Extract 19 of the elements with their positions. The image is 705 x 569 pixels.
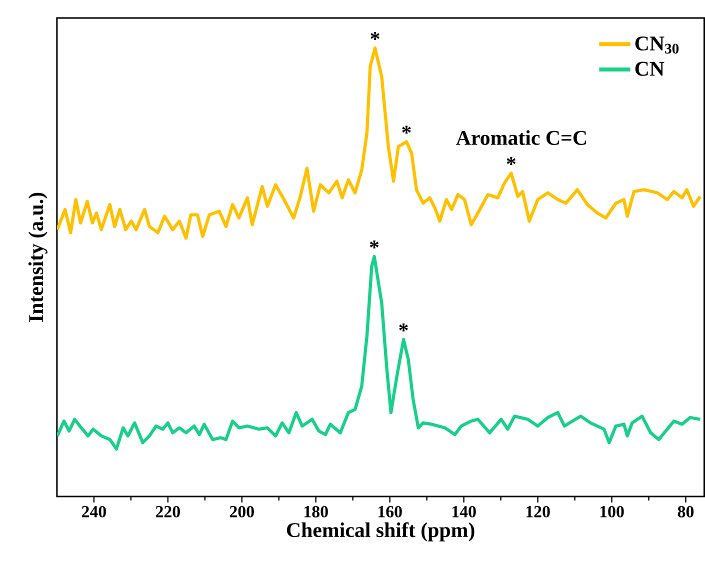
annotation: * xyxy=(399,323,408,332)
annotation: * xyxy=(370,32,380,40)
x-tick-label: 240 xyxy=(82,506,106,518)
x-tick-label: 140 xyxy=(452,506,476,518)
legend-label: CN$_{30}$ xyxy=(635,36,679,54)
x-tick-label: 200 xyxy=(230,506,254,518)
legend-label: CN xyxy=(635,62,664,76)
x-tick-label: 180 xyxy=(304,506,328,518)
x-tick-label: 80 xyxy=(678,506,694,518)
annotation: * xyxy=(402,126,411,134)
x-tick-label: 220 xyxy=(156,506,180,518)
y-axis-title: Intensity (a.u.) xyxy=(28,192,48,322)
annotation: * xyxy=(506,156,516,165)
annotation: * xyxy=(370,240,379,248)
x-tick-label: 100 xyxy=(600,506,624,518)
annotation: Aromatic C=C xyxy=(456,130,586,145)
x-tick-label: 120 xyxy=(526,506,550,518)
x-tick-label: 160 xyxy=(378,506,402,518)
x-axis-title: Chemical shift (ppm) xyxy=(286,522,474,542)
